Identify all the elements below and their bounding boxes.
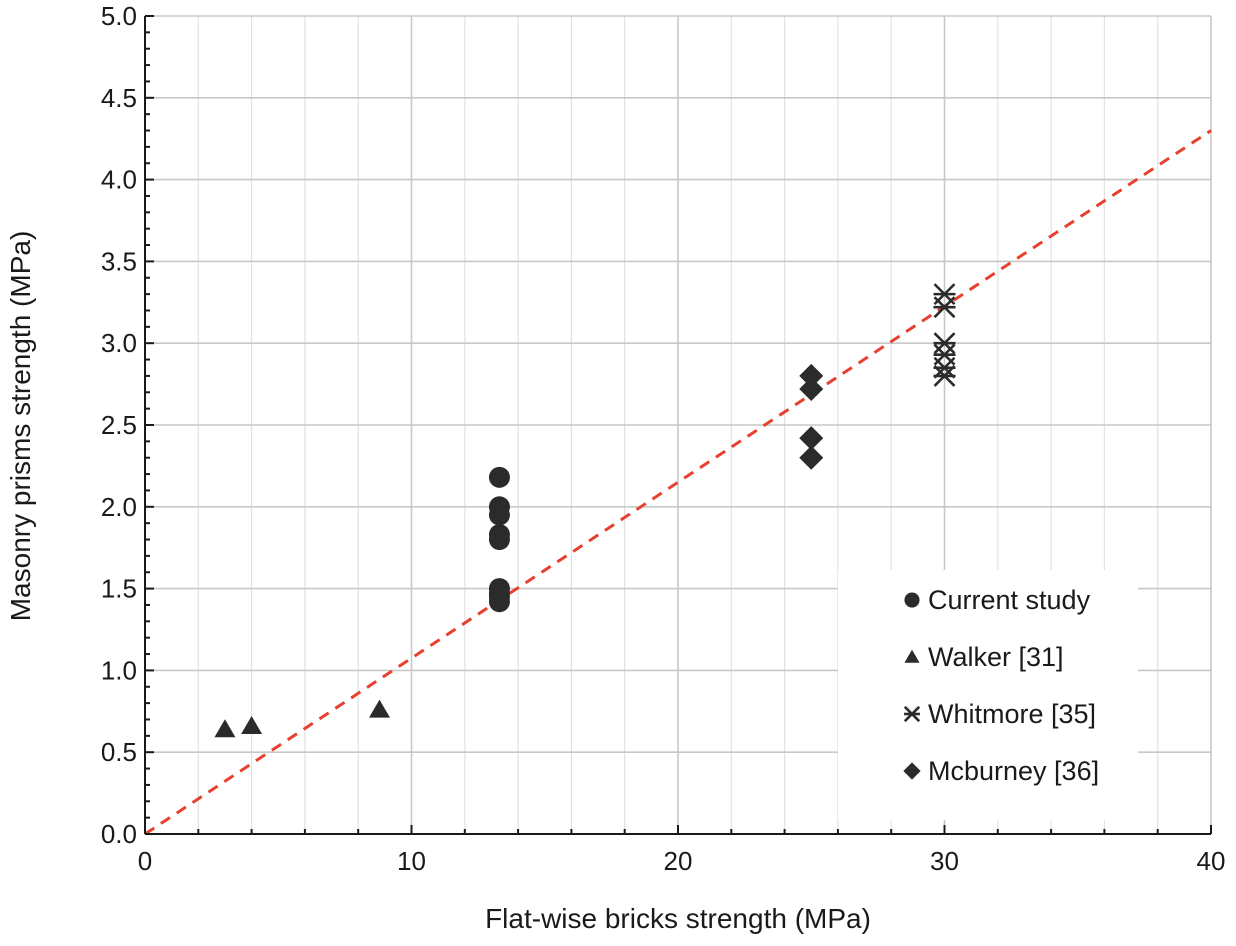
data-point-diamond xyxy=(903,762,921,780)
y-tick-label: 0.0 xyxy=(101,819,137,849)
data-point-diamond xyxy=(799,377,824,402)
y-tick-label: 0.5 xyxy=(101,737,137,767)
data-point-triangle xyxy=(241,716,263,735)
data-point-circle xyxy=(904,592,920,608)
y-tick-label: 2.0 xyxy=(101,492,137,522)
data-point-triangle xyxy=(369,699,391,718)
trendline-group xyxy=(144,129,1212,836)
data-point-circle xyxy=(488,466,510,488)
y-tick-label: 1.5 xyxy=(101,574,137,604)
legend-box xyxy=(838,570,1138,820)
y-tick-label: 4.5 xyxy=(101,83,137,113)
data-point-asterisk xyxy=(933,365,956,387)
x-tick-label: 40 xyxy=(1197,846,1226,876)
data-point-asterisk xyxy=(933,296,956,319)
data-point-circle xyxy=(488,529,510,551)
data-point-asterisk xyxy=(903,705,921,723)
axes xyxy=(144,15,1212,835)
data-point-diamond xyxy=(799,426,824,451)
data-points xyxy=(214,283,956,738)
data-point-triangle xyxy=(904,649,920,663)
x-axis-title: Flat-wise bricks strength (MPa) xyxy=(485,903,871,934)
legend-label: Mcburney [36] xyxy=(928,756,1099,786)
y-tick-label: 5.0 xyxy=(101,1,137,31)
legend: Current study Walker [31] Whitmore [35] Mcb… xyxy=(838,570,1138,820)
x-tick-label: 0 xyxy=(138,846,152,876)
data-point-circle xyxy=(488,504,510,526)
y-tick-label: 2.5 xyxy=(101,410,137,440)
data-point-diamond xyxy=(799,363,824,388)
x-tick-label: 30 xyxy=(930,846,959,876)
trendline xyxy=(144,129,1212,836)
y-tick-label: 1.0 xyxy=(101,655,137,685)
x-tick-label: 10 xyxy=(397,846,426,876)
data-point-triangle xyxy=(214,719,236,738)
data-point-diamond xyxy=(799,445,824,470)
data-point-asterisk xyxy=(933,332,956,355)
y-axis-title: Masonry prisms strength (MPa) xyxy=(5,231,36,622)
legend-label: Current study xyxy=(928,585,1091,615)
tick-labels: 0.0 0.5 1.0 1.5 2.0 2.5 3.0 3.5 4.0 4.5 5.0 0 10 20 30… xyxy=(101,1,1226,876)
data-point-circle xyxy=(488,591,510,613)
x-tick-label: 20 xyxy=(664,846,693,876)
y-tick-label: 4.0 xyxy=(101,165,137,195)
legend-label: Walker [31] xyxy=(928,642,1064,672)
legend-label: Whitmore [35] xyxy=(928,699,1096,729)
y-tick-label: 3.0 xyxy=(101,328,137,358)
y-tick-label: 3.5 xyxy=(101,246,137,276)
